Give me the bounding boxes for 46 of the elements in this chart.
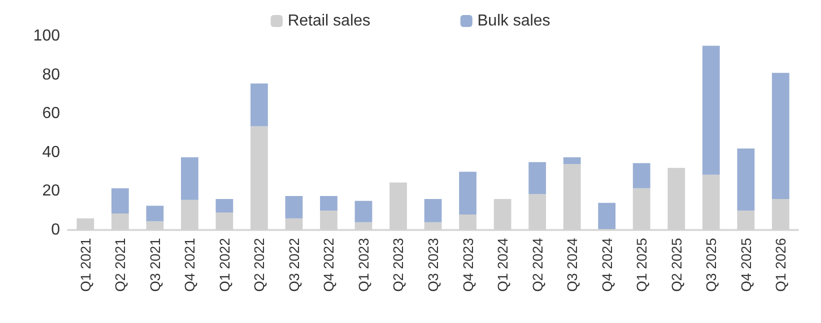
bar — [459, 172, 476, 214]
x-tick-label: Q4 2025 — [738, 238, 754, 292]
x-tick-label: Q3 2021 — [146, 238, 163, 292]
bar — [216, 198, 234, 213]
bar — [737, 148, 755, 211]
legend-label: Retail sales — [288, 12, 370, 30]
y-tick-label: 20 — [42, 182, 60, 200]
x-tick-label: Q1 2022 — [216, 238, 232, 292]
y-tick-label: 60 — [42, 105, 60, 122]
x-tick-label: Q1 2024 — [494, 238, 511, 292]
y-tick-label: 80 — [42, 66, 60, 84]
x-tick-label: Q2 2022 — [251, 238, 268, 292]
x-tick-label: Q2 2024 — [529, 238, 546, 292]
bar — [111, 188, 129, 214]
bar — [320, 196, 338, 211]
bar — [563, 157, 581, 164]
bar — [424, 198, 442, 222]
x-tick-label: Q4 2022 — [320, 238, 337, 292]
x-tick-label: Q3 2025 — [703, 238, 720, 292]
x-tick-label: Q4 2023 — [460, 238, 476, 292]
x-tick-label: Q2 2023 — [390, 238, 406, 292]
bar — [702, 46, 720, 175]
bar — [772, 72, 790, 199]
x-tick-label: Q1 2026 — [772, 238, 789, 292]
bar — [528, 162, 546, 194]
x-tick-label: Q1 2025 — [634, 238, 650, 292]
x-tick-label: Q4 2024 — [598, 238, 615, 292]
x-tick-label: Q4 2021 — [182, 238, 198, 292]
x-tick-label: Q3 2023 — [425, 238, 441, 292]
y-tick-label: 0 — [51, 222, 60, 238]
x-tick-label: Q1 2021 — [77, 238, 94, 292]
x-tick-label: Q3 2024 — [564, 238, 580, 292]
legend-label: Bulk sales — [477, 12, 550, 30]
y-tick-label: 40 — [42, 144, 60, 161]
bar — [598, 202, 616, 230]
bar — [354, 200, 372, 222]
x-tick-label: Q2 2025 — [668, 238, 684, 292]
bar — [632, 163, 650, 188]
x-tick-label: Q1 2023 — [355, 238, 372, 292]
x-tick-label: Q3 2022 — [286, 238, 302, 292]
bar — [285, 196, 303, 218]
x-tick-label: Q2 2021 — [112, 238, 128, 292]
y-tick-label: 100 — [33, 28, 60, 44]
bar — [250, 84, 268, 126]
bar — [146, 206, 164, 222]
bar — [180, 157, 198, 200]
